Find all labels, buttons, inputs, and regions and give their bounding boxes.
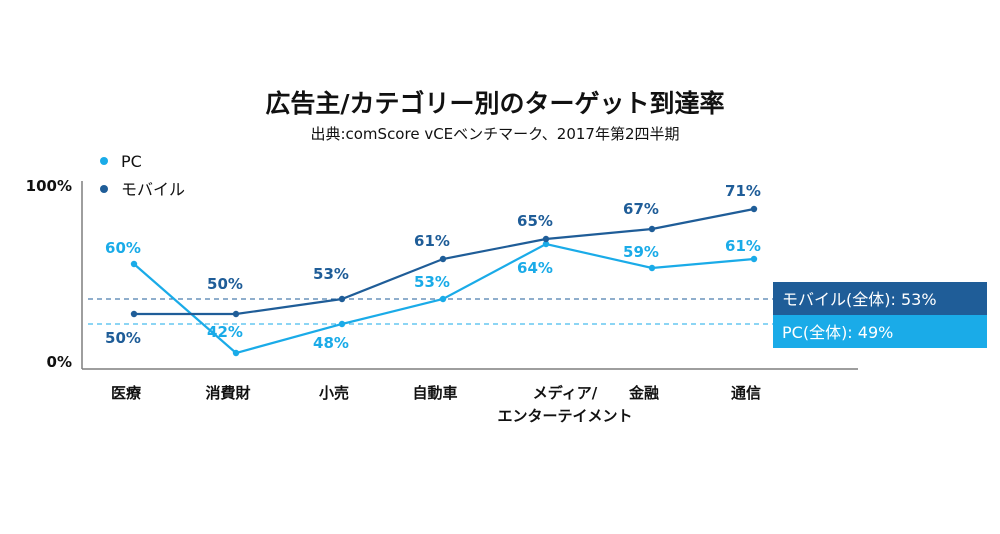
category-label-2-0: 小売 [319, 384, 349, 402]
legend-marker-1 [100, 185, 108, 193]
data-point-1-0 [130, 310, 138, 318]
data-point-1-2 [338, 295, 346, 303]
reference-lines: モバイル(全体): 53% PC(全体): 49% [88, 282, 987, 348]
category-label-3-0: 自動車 [412, 384, 457, 402]
data-labels: 60% 42% 48% 53% 64% 59% 61% 50% 50% 53% 61% 65% 67% 7… [105, 182, 761, 352]
reference-label-box-1 [773, 315, 987, 348]
data-point-0-6 [750, 255, 758, 263]
legend: PC モバイル [100, 152, 185, 199]
legend-label-0: PC [121, 152, 142, 171]
data-label-1-6: 71% [725, 182, 761, 200]
legend-label-1: モバイル [121, 180, 185, 199]
data-label-0-5: 59% [623, 243, 659, 261]
chart-subtitle: 出典:comScore vCEベンチマーク、2017年第2四半期 [310, 125, 679, 143]
data-label-1-4: 65% [517, 212, 553, 230]
reference-label-0: モバイル(全体): 53% [782, 290, 937, 309]
data-point-1-6 [750, 205, 758, 213]
data-point-0-3 [439, 295, 447, 303]
category-labels: 医療 消費財 小売 自動車 メディア/エンターテイメント 金融 通信 [111, 384, 761, 425]
data-points [130, 205, 758, 357]
chart-title: 広告主/カテゴリー別のターゲット到達率 [265, 89, 724, 118]
data-point-1-3 [439, 255, 447, 263]
category-label-1-0: 消費財 [205, 384, 250, 402]
data-point-0-0 [130, 260, 138, 268]
data-label-0-1: 42% [207, 323, 243, 341]
data-label-1-0: 50% [105, 329, 141, 347]
category-label-0-0: 医療 [111, 384, 142, 402]
data-label-0-4: 64% [517, 259, 553, 277]
data-label-1-3: 61% [414, 232, 450, 250]
y-tick-label-bottom: 0% [47, 353, 72, 371]
data-label-0-0: 60% [105, 239, 141, 257]
y-tick-label-top: 100% [26, 177, 72, 195]
category-label-5-0: 金融 [628, 384, 659, 402]
reference-label-1: PC(全体): 49% [782, 323, 893, 342]
category-label-4-1: エンターテイメント [497, 407, 632, 425]
data-label-0-6: 61% [725, 237, 761, 255]
data-point-0-1 [232, 349, 240, 357]
data-point-0-2 [338, 320, 346, 328]
data-label-1-2: 53% [313, 265, 349, 283]
data-point-1-4 [542, 235, 550, 243]
data-label-1-1: 50% [207, 275, 243, 293]
data-label-1-5: 67% [623, 200, 659, 218]
data-point-0-4 [542, 240, 550, 248]
data-label-0-3: 53% [414, 273, 450, 291]
data-label-0-2: 48% [313, 334, 349, 352]
category-label-6-0: 通信 [731, 384, 761, 402]
category-label-4-0: メディア/ [533, 384, 598, 402]
data-point-1-1 [232, 310, 240, 318]
legend-marker-0 [100, 157, 108, 165]
data-point-1-5 [648, 225, 656, 233]
data-point-0-5 [648, 264, 656, 272]
reference-label-box-0 [773, 282, 987, 315]
